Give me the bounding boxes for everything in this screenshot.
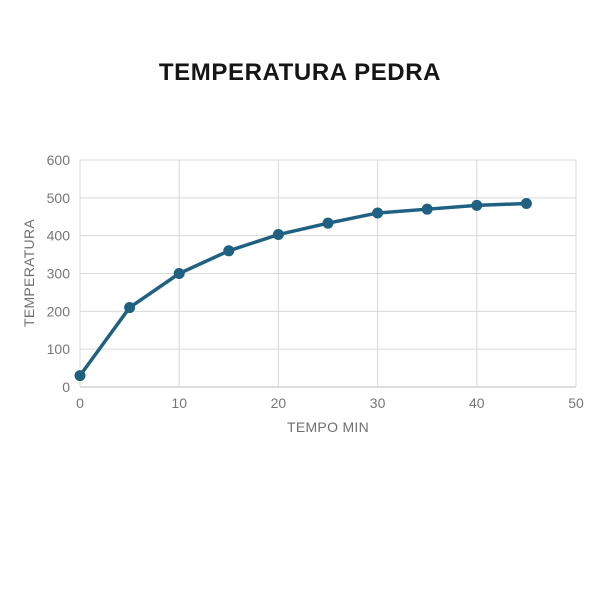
data-point <box>372 207 384 219</box>
line-chart: 0 100 200 300 400 500 600 0 10 20 30 40 50 <box>47 152 584 411</box>
y-tick-label: 600 <box>47 152 71 168</box>
data-point <box>520 198 532 210</box>
y-tick-label: 0 <box>62 379 70 395</box>
data-point <box>74 370 86 382</box>
data-point <box>322 217 334 229</box>
y-tick-label: 500 <box>47 190 71 206</box>
data-line <box>78 201 529 378</box>
chart-title: TEMPERATURA PEDRA <box>158 59 442 86</box>
x-tick-label: 10 <box>171 395 187 411</box>
data-point <box>223 245 235 257</box>
data-point <box>272 229 284 241</box>
data-point <box>471 199 483 211</box>
x-tick-label: 20 <box>271 395 287 411</box>
y-tick-label: 300 <box>47 266 71 282</box>
x-tick-label: 50 <box>568 395 584 411</box>
y-tick-label: 400 <box>47 228 71 244</box>
y-tick-label: 200 <box>47 303 71 319</box>
x-axis-title: TEMPO MIN <box>286 419 370 435</box>
data-point <box>421 203 433 215</box>
data-point <box>173 268 185 279</box>
y-tick-label: 100 <box>47 341 71 357</box>
x-tick-label: 30 <box>370 395 386 411</box>
data-point <box>124 302 136 314</box>
x-tick-label: 0 <box>76 395 84 411</box>
x-tick-label: 40 <box>469 395 485 411</box>
